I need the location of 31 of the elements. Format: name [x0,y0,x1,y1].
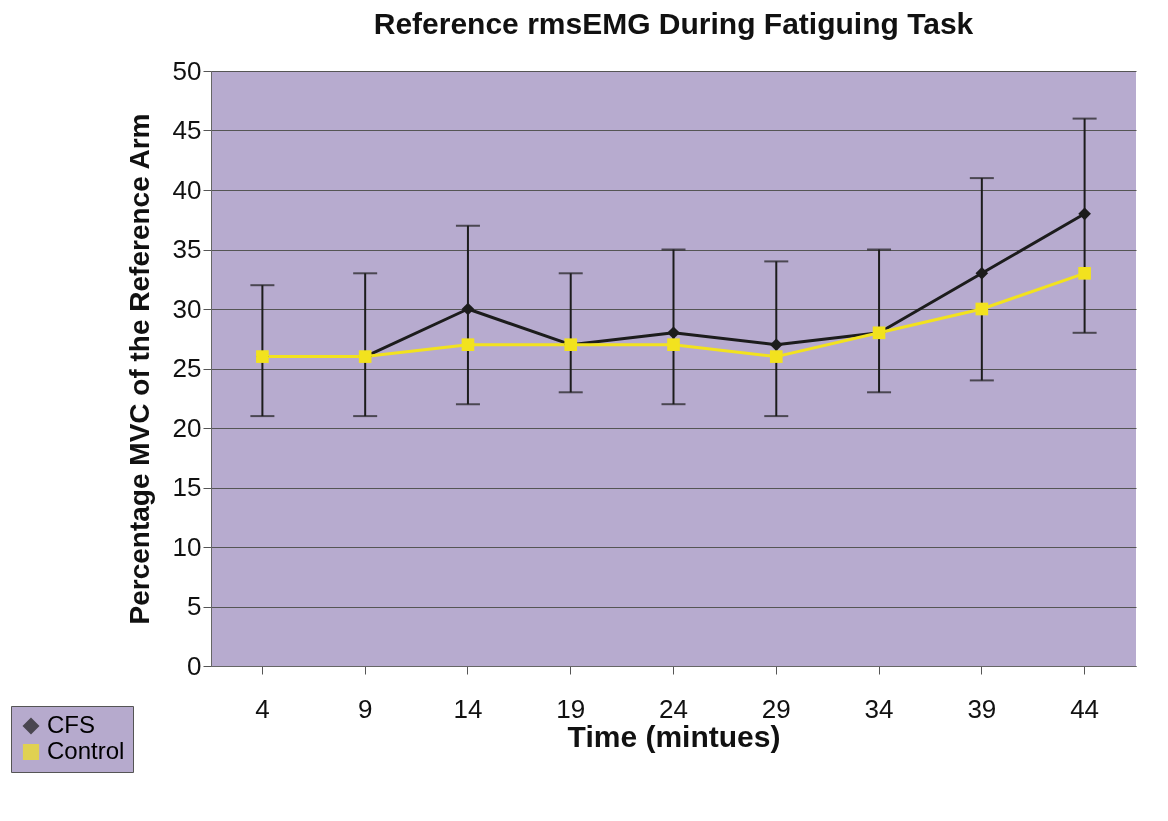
y-tick-label: 20 [172,412,202,443]
y-tick-label: 45 [172,115,202,145]
legend-label: CFS [47,711,95,738]
point [1078,207,1091,221]
y-axis-title: Percentage MVC of the Reference Arm [123,113,155,625]
x-tick-label: 39 [967,693,997,724]
point [769,338,783,352]
y-tick-label: 0 [187,650,202,681]
y-tick-label: 40 [172,174,202,205]
point [769,350,783,363]
y-tick-label: 35 [172,234,202,264]
y-tick-label: 10 [172,531,202,562]
point [667,338,680,352]
point [461,338,475,352]
x-tick-label: 34 [864,693,894,724]
y-tick-label: 15 [172,472,202,502]
x-tick-label: 44 [1070,693,1100,724]
chart-title: Reference rmsEMG During Fatiguing Task [373,7,974,40]
y-tick-label: 5 [187,591,202,621]
point [975,302,989,316]
point [461,302,475,316]
y-tick-label: 30 [172,293,202,324]
point [1078,266,1091,280]
x-tick-label: 4 [255,693,270,724]
legend-label: Control [47,737,125,764]
x-tick-label: 14 [453,693,483,724]
y-tick-label: 50 [172,55,202,86]
point [975,266,989,280]
y-tick-label: 25 [172,353,202,383]
x-tick-label: 9 [357,693,373,724]
point [667,326,680,340]
